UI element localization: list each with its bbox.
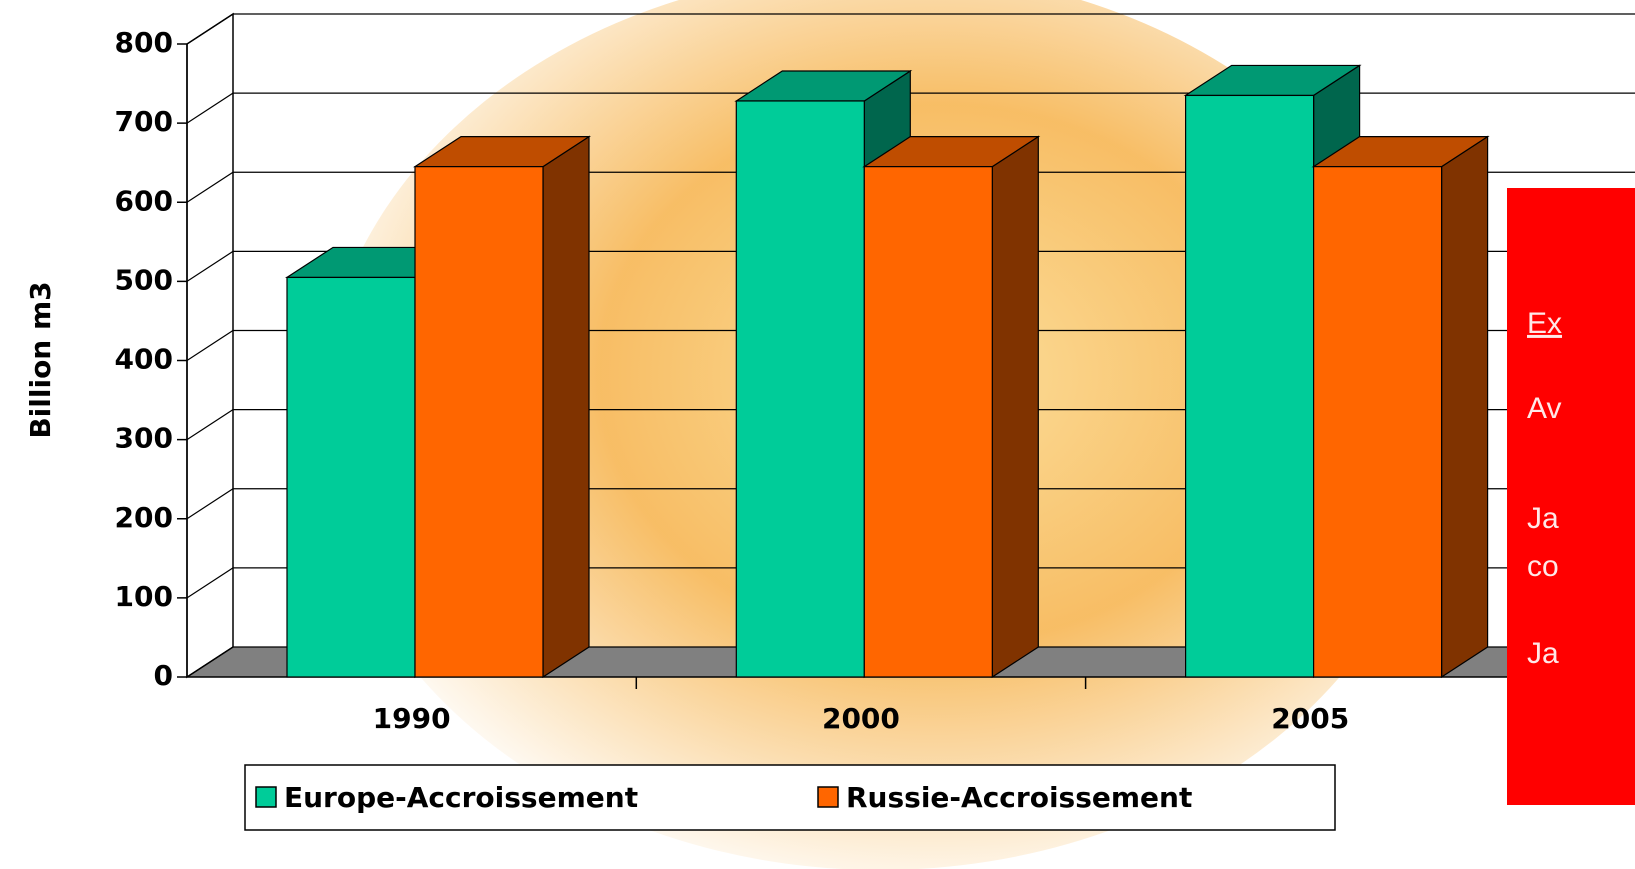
y-tick-label: 700: [115, 105, 173, 138]
bar: [1184, 94, 1315, 678]
grid-line: [186, 13, 1635, 45]
annotation-line: Av: [1527, 392, 1561, 425]
y-tick-label: 800: [115, 26, 173, 59]
annotation-line: Ex: [1527, 307, 1562, 340]
bar: [286, 276, 416, 678]
legend-swatch: [255, 786, 277, 808]
legend-items: Europe-Accroissement Russie-Accroissement: [255, 781, 1192, 814]
bar: [414, 166, 544, 678]
y-tick-label: 400: [115, 343, 173, 376]
annotation-line: Ja: [1527, 502, 1559, 535]
annotation-box: [1507, 188, 1635, 805]
y-tick-label: 0: [154, 659, 173, 692]
y-tick-label: 300: [115, 422, 173, 455]
bar-side: [991, 135, 1039, 679]
annotation-line: co: [1527, 550, 1559, 583]
bar: [735, 100, 865, 678]
y-tick-label: 100: [115, 580, 173, 613]
annotation-text: Ex Av Ja co Ja: [1527, 307, 1562, 670]
legend-label: Russie-Accroissement: [846, 781, 1192, 814]
bar-side: [1440, 135, 1489, 679]
x-tick-label: 1990: [373, 702, 451, 735]
bar: [863, 166, 993, 678]
x-tick-label: 2005: [1271, 702, 1349, 735]
y-tick-label: 200: [115, 501, 173, 534]
plot: 0 100 200 300 400 500 600 700 800 1990 2000 2005: [115, 12, 1635, 735]
legend-swatch: [817, 786, 839, 808]
legend: [244, 764, 1336, 831]
bar: [1312, 166, 1443, 678]
x-tick-label: 2000: [822, 702, 900, 735]
legend-label: Europe-Accroissement: [284, 781, 638, 814]
y-axis-title: Billion m3: [24, 281, 57, 438]
bar-side: [542, 135, 590, 679]
y-tick-label: 500: [115, 263, 173, 296]
annotation-line: Ja: [1527, 637, 1559, 670]
y-tick-label: 600: [115, 184, 173, 217]
